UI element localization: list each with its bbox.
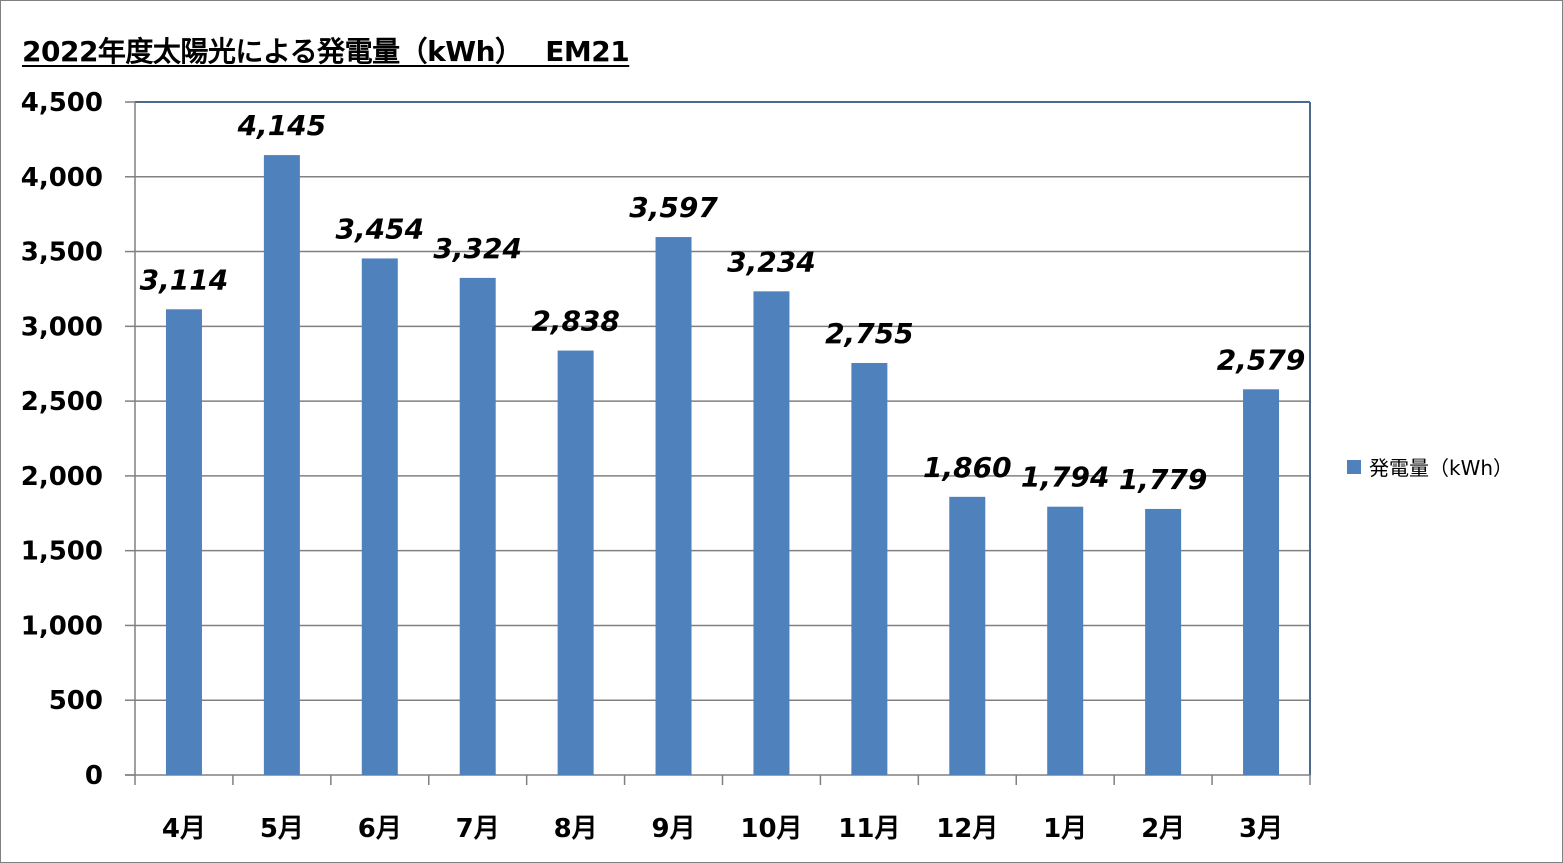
y-tick-label: 2,500: [21, 387, 103, 417]
x-tick-label: 8月: [554, 814, 598, 844]
data-label: 3,114: [140, 263, 229, 296]
x-tick-label: 1月: [1043, 814, 1087, 844]
bar: [361, 258, 398, 775]
bar: [263, 155, 300, 775]
gridlines: [135, 101, 1310, 701]
bar: [1047, 506, 1084, 775]
bar: [655, 237, 692, 776]
bar: [459, 277, 496, 775]
bar: [1243, 389, 1280, 775]
x-tick-label: 11月: [838, 814, 900, 844]
data-label: 3,597: [629, 191, 718, 224]
data-label: 4,145: [237, 109, 327, 142]
data-label: 3,324: [433, 232, 522, 265]
y-axis-tick-labels: 0 500 1,000 1,500 2,000 2,500 3,000 3,500 4,000 4…: [21, 88, 103, 791]
legend: 発電量（kWh）: [1347, 452, 1513, 481]
data-label: 3,454: [336, 212, 425, 245]
data-label: 2,755: [825, 317, 914, 350]
y-tick-label: 3,000: [21, 312, 103, 342]
y-tick-label: 4,500: [21, 88, 103, 118]
data-label: 1,860: [923, 451, 1012, 484]
legend-swatch: [1347, 459, 1361, 474]
bar: [1145, 508, 1182, 775]
y-tick-label: 4,000: [21, 163, 103, 193]
bar: [557, 350, 594, 775]
bars: [165, 155, 1280, 776]
x-tick-label: 12月: [936, 814, 998, 844]
y-tick-label: 0: [85, 761, 103, 791]
x-tick-label: 7月: [456, 814, 500, 844]
data-label: 3,234: [727, 245, 816, 278]
x-axis-tick-labels: 4月 5月 6月 7月 8月 9月 10月 11月 12月 1月 2月 3月: [162, 814, 1283, 844]
x-tick-label: 10月: [740, 814, 802, 844]
x-tick-label: 6月: [358, 814, 402, 844]
bar: [851, 362, 888, 775]
x-tick-label: 3月: [1239, 814, 1283, 844]
x-tick-label: 2月: [1141, 814, 1185, 844]
bar: [753, 291, 790, 775]
bar: [949, 496, 986, 775]
y-tick-label: 2,000: [21, 462, 103, 492]
x-tick-label: 4月: [162, 814, 206, 844]
chart-title: 2022年度太陽光による発電量（kWh） EM21: [22, 35, 630, 68]
axes: [125, 101, 1311, 785]
x-tick-label: 9月: [651, 814, 695, 844]
y-tick-label: 500: [49, 686, 103, 716]
data-label: 1,794: [1021, 461, 1110, 494]
legend-label: 発電量（kWh）: [1369, 456, 1514, 480]
data-label: 2,838: [531, 305, 620, 338]
y-tick-label: 1,000: [21, 611, 103, 641]
data-label: 1,779: [1119, 463, 1208, 496]
data-label: 2,579: [1217, 343, 1306, 376]
bar: [165, 309, 202, 775]
x-tick-label: 5月: [260, 814, 304, 844]
y-tick-label: 3,500: [21, 238, 103, 268]
y-tick-label: 1,500: [21, 537, 103, 567]
